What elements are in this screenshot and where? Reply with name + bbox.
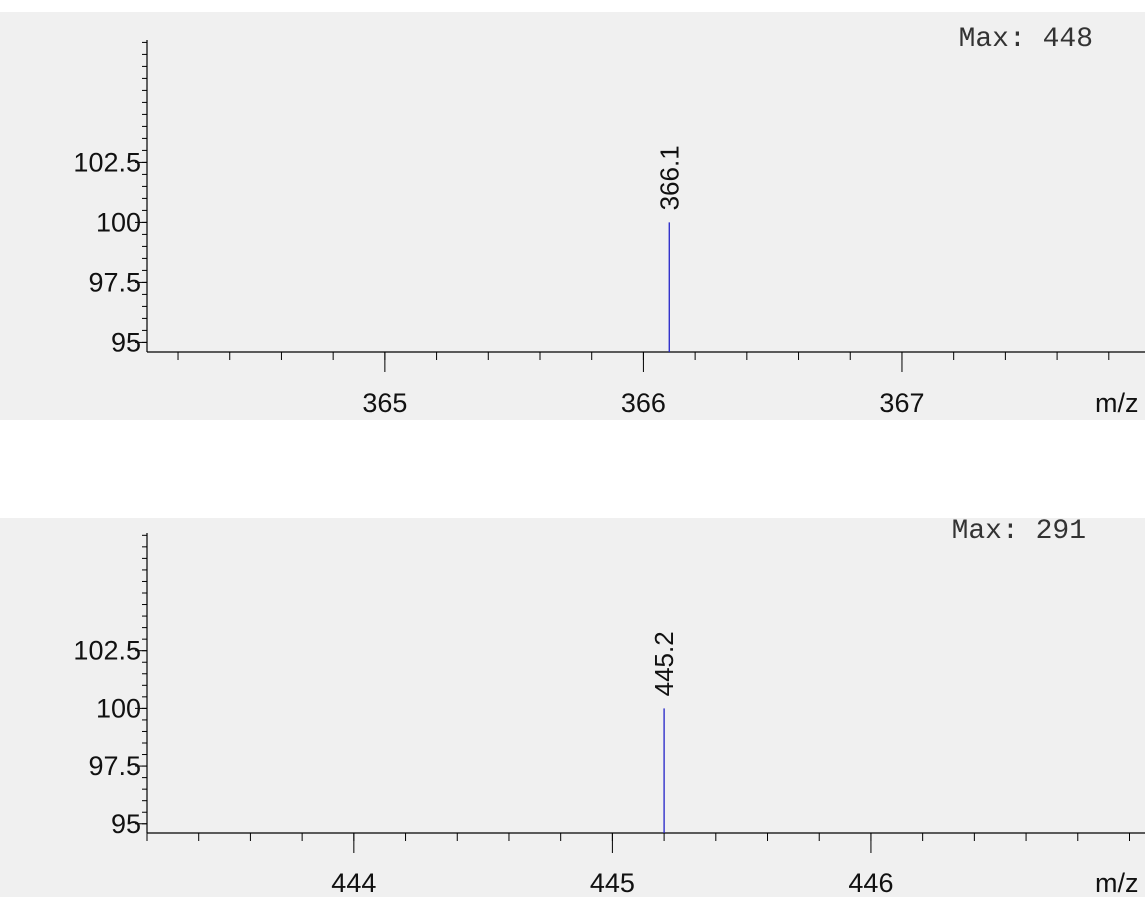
y-tick-label: 97.5 (88, 751, 141, 781)
x-axis-label: m/z (1095, 388, 1139, 418)
x-axis-label: m/z (1095, 868, 1139, 897)
spectrum-panel-bottom: 95 97.5 100 102.5 444 445 446 m/z Max: 291 445.2 (0, 518, 1145, 897)
peak-label: 445.2 (649, 631, 679, 696)
spectrum-panel-top: 95 97.5 100 102.5 365 366 367 m/z Max: 448 366.1 (0, 12, 1145, 420)
y-tick-label: 95 (111, 327, 141, 357)
y-tick-label: 100 (96, 693, 141, 723)
y-tick-label: 95 (111, 809, 141, 839)
x-tick-label: 365 (362, 388, 407, 418)
x-tick-label: 446 (848, 868, 893, 897)
max-intensity-label: Max: 448 (959, 24, 1093, 55)
x-tick-label: 366 (621, 388, 666, 418)
x-tick-label: 367 (879, 388, 924, 418)
y-tick-label: 100 (96, 207, 141, 237)
spectrum-chart-bottom: 95 97.5 100 102.5 444 445 446 m/z Max: 291 445.2 (0, 518, 1145, 897)
y-tick-label: 102.5 (73, 636, 141, 666)
peak-label: 366.1 (654, 145, 684, 210)
max-intensity-label: Max: 291 (952, 518, 1086, 547)
spectrum-chart-top: 95 97.5 100 102.5 365 366 367 m/z Max: 448 366.1 (0, 12, 1145, 420)
x-tick-label: 445 (590, 868, 635, 897)
y-tick-label: 102.5 (73, 147, 141, 177)
y-tick-label: 97.5 (88, 267, 141, 297)
x-tick-label: 444 (331, 868, 376, 897)
